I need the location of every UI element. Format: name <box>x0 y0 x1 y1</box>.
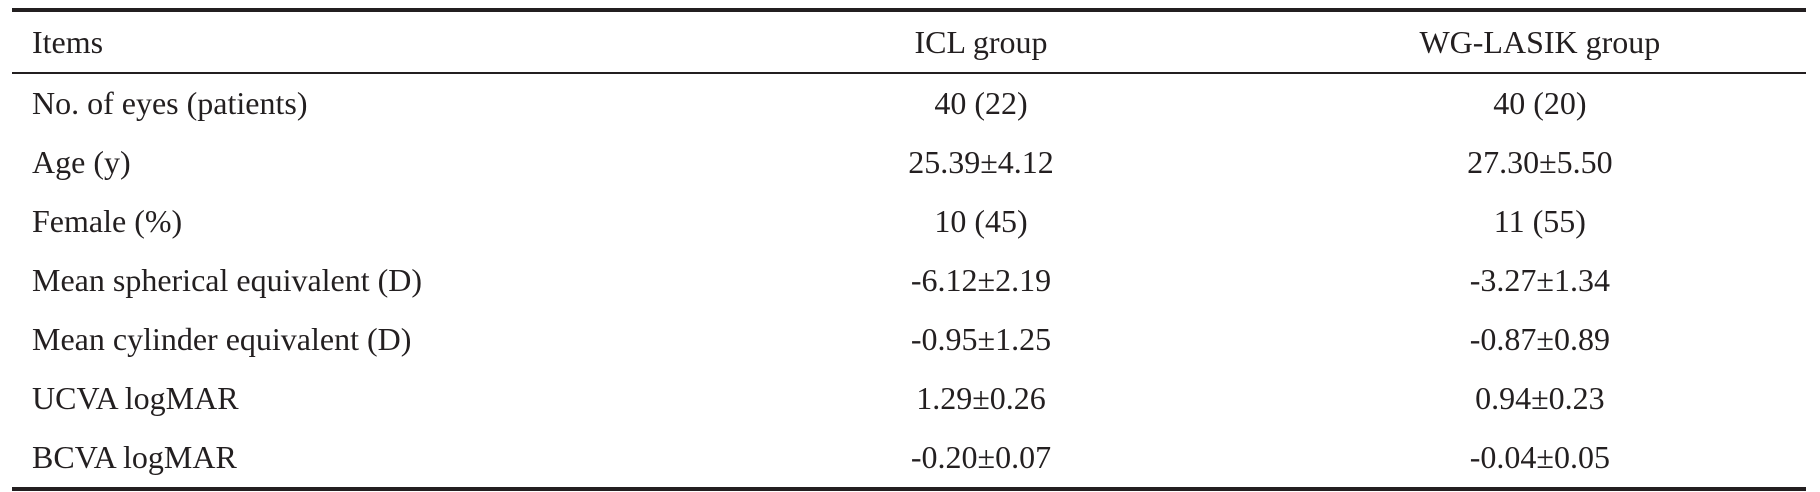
icl-value: 1.29±0.26 <box>916 380 1046 416</box>
icl-value: -0.20±0.07 <box>910 439 1052 475</box>
icl-value: 25.39±4.12 <box>908 144 1054 180</box>
wg-lasik-value: 0.94±0.23 <box>1475 380 1605 416</box>
table-row: BCVA logMAR -0.20±0.07 -0.04±0.05 <box>12 428 1806 489</box>
table-header: Items ICL group WG-LASIK group <box>12 10 1806 73</box>
wg-lasik-value: 40 (20) <box>1493 85 1587 121</box>
baseline-characteristics-table-container: Items ICL group WG-LASIK group No. of ey… <box>12 8 1806 491</box>
row-label: No. of eyes (patients) <box>32 85 308 121</box>
baseline-characteristics-table: Items ICL group WG-LASIK group No. of ey… <box>12 8 1806 491</box>
table-row: Age (y) 25.39±4.12 27.30±5.50 <box>12 133 1806 192</box>
wg-lasik-value: 27.30±5.50 <box>1467 144 1613 180</box>
wg-lasik-value: -0.87±0.89 <box>1469 321 1610 357</box>
icl-value: -0.95±1.25 <box>910 321 1052 357</box>
wg-lasik-value: 11 (55) <box>1493 203 1586 239</box>
table-row: Mean cylinder equivalent (D) -0.95±1.25 … <box>12 310 1806 369</box>
row-label: Age (y) <box>32 144 131 180</box>
row-label: BCVA logMAR <box>32 439 237 475</box>
table-row: UCVA logMAR 1.29±0.26 0.94±0.23 <box>12 369 1806 428</box>
header-icl-group: ICL group <box>914 23 1048 60</box>
row-label: Female (%) <box>32 203 183 239</box>
table-row: Mean spherical equivalent (D) -6.12±2.19… <box>12 251 1806 310</box>
header-wg-lasik-group: WG-LASIK group <box>1419 23 1661 60</box>
icl-value: 10 (45) <box>934 203 1028 239</box>
table-row: Female (%) 10 (45) 11 (55) <box>12 192 1806 251</box>
row-label: UCVA logMAR <box>32 380 239 416</box>
wg-lasik-value: -3.27±1.34 <box>1469 262 1610 298</box>
wg-lasik-value: -0.04±0.05 <box>1469 439 1610 475</box>
row-label: Mean cylinder equivalent (D) <box>32 321 412 357</box>
table-body: No. of eyes (patients) 40 (22) 40 (20) A… <box>12 73 1806 489</box>
icl-value: -6.12±2.19 <box>910 262 1052 298</box>
row-label: Mean spherical equivalent (D) <box>32 262 423 298</box>
header-items: Items <box>32 23 104 60</box>
icl-value: 40 (22) <box>934 85 1028 121</box>
table-row: No. of eyes (patients) 40 (22) 40 (20) <box>12 73 1806 133</box>
header-row: Items ICL group WG-LASIK group <box>12 10 1806 73</box>
